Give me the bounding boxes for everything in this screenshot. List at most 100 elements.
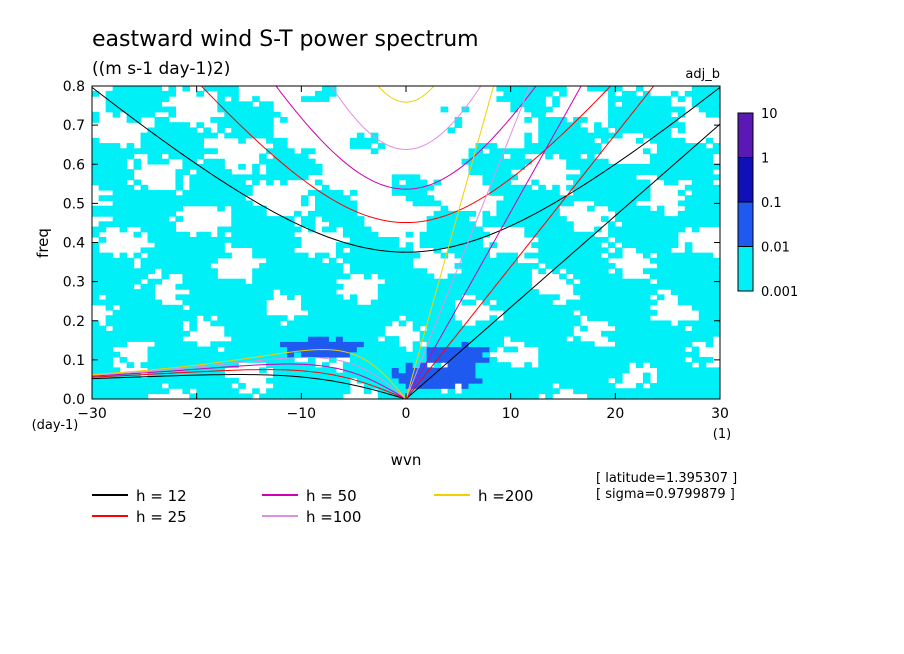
field-cell <box>391 367 400 374</box>
field-cell <box>384 273 393 280</box>
field-cell <box>677 325 686 332</box>
field-cell <box>496 299 504 306</box>
field-cell <box>147 200 156 207</box>
field-cell <box>503 200 511 207</box>
field-cell <box>663 367 672 374</box>
field-cell <box>356 346 365 353</box>
field-cell <box>252 351 260 358</box>
field-cell <box>524 283 532 290</box>
field-cell <box>475 393 484 399</box>
field-cell <box>391 190 400 196</box>
field-cell <box>684 221 693 228</box>
field-cell <box>663 163 672 170</box>
field-cell <box>691 257 700 264</box>
field-cell <box>468 221 477 228</box>
field-cell <box>524 388 532 395</box>
field-cell <box>496 283 504 290</box>
y-tick-label: 0.2 <box>63 314 85 330</box>
field-cell <box>196 236 204 243</box>
field-cell <box>677 190 686 196</box>
field-cell <box>426 221 435 228</box>
field-cell <box>210 304 218 311</box>
field-cell <box>147 304 156 311</box>
field-cell <box>231 127 239 134</box>
field-cell <box>524 341 532 348</box>
field-cell <box>349 299 358 306</box>
field-cell <box>545 362 553 368</box>
field-cell <box>196 388 204 395</box>
field-cell <box>622 111 630 118</box>
field-cell <box>314 341 323 348</box>
field-cell <box>147 257 156 264</box>
field-cell <box>628 122 637 129</box>
field-cell <box>335 273 344 280</box>
field-cell <box>161 268 170 275</box>
field-cell <box>238 127 246 134</box>
field-cell <box>217 377 225 384</box>
field-cell <box>573 388 581 395</box>
field-cell <box>356 377 365 384</box>
field-cell <box>615 195 623 202</box>
field-cell <box>147 132 156 139</box>
field-cell <box>552 388 560 395</box>
field-cell <box>580 372 588 379</box>
field-cell <box>545 210 553 217</box>
field-cell <box>475 257 484 264</box>
inertia-gravity-wave-h200 <box>377 86 435 103</box>
field-cell <box>447 242 456 249</box>
field-cell <box>559 236 567 243</box>
field-cell <box>475 226 484 233</box>
field-cell <box>587 86 595 92</box>
field-cell <box>405 268 414 275</box>
field-cell <box>294 393 302 399</box>
field-cell <box>238 356 246 363</box>
field-cell <box>538 143 546 149</box>
field-cell <box>301 96 309 102</box>
field-cell <box>447 383 456 389</box>
field-cell <box>238 137 246 144</box>
field-cell <box>349 336 358 342</box>
field-cell <box>210 190 218 196</box>
field-cell <box>642 148 651 155</box>
field-cell <box>231 330 239 337</box>
field-cell <box>691 221 700 228</box>
field-cell <box>280 137 288 144</box>
field-cell <box>133 278 142 285</box>
field-cell <box>538 304 546 311</box>
field-cell <box>545 330 553 337</box>
field-cell <box>98 325 107 332</box>
field-cell <box>670 257 679 264</box>
field-cell <box>566 226 574 233</box>
field-cell <box>642 377 651 384</box>
field-cell <box>566 362 574 368</box>
field-cell <box>231 242 239 249</box>
field-cell <box>635 351 644 358</box>
field-cell <box>587 174 595 181</box>
field-cell <box>92 341 100 348</box>
field-cell <box>126 174 135 181</box>
field-cell <box>642 221 651 228</box>
field-cell <box>663 336 672 342</box>
field-cell <box>712 367 720 374</box>
field-cell <box>119 252 128 259</box>
field-cell <box>203 127 211 134</box>
field-cell <box>642 226 651 233</box>
field-cell <box>133 377 142 384</box>
inertia-gravity-wave-h12 <box>92 86 720 253</box>
field-cell <box>580 184 588 191</box>
field-cell <box>335 320 344 327</box>
field-cell <box>461 393 470 399</box>
field-cell <box>154 299 163 306</box>
field-cell <box>398 377 407 384</box>
field-cell <box>92 153 100 160</box>
field-cell <box>545 263 553 269</box>
field-cell <box>691 278 700 285</box>
field-cell <box>112 111 121 118</box>
field-cell <box>259 278 267 285</box>
field-cell <box>552 200 560 207</box>
field-cell <box>203 184 211 191</box>
field-cell <box>608 310 616 316</box>
field-cell <box>405 247 414 254</box>
field-cell <box>461 367 470 374</box>
field-cell <box>280 174 288 181</box>
